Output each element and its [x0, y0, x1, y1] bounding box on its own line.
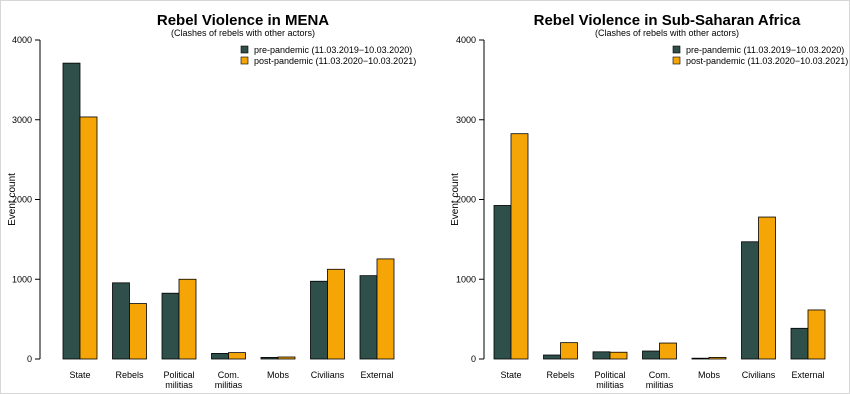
x-category-label: Rebels [546, 370, 575, 380]
y-tick-label: 3000 [456, 115, 476, 125]
x-category-label-line: militias [646, 380, 674, 390]
bar-pre-pandemic [592, 351, 611, 360]
chart-panel-2: Rebel Violence in Sub-Saharan Africa(Cla… [450, 12, 848, 390]
bar-post-pandemic [708, 357, 727, 360]
legend-swatch [672, 56, 681, 65]
x-category-label: State [500, 370, 521, 380]
bar-pre-pandemic [642, 350, 660, 360]
y-tick-label: 0 [471, 354, 476, 364]
x-category-label-line: Political [163, 370, 194, 380]
x-category-label: Political militias [594, 370, 625, 390]
bar-post-pandemic [79, 116, 98, 360]
bar-post-pandemic [376, 258, 395, 360]
y-axis-label: Event count [450, 173, 461, 226]
x-category-label-line: Civilians [742, 370, 776, 380]
bar-post-pandemic [178, 278, 197, 360]
y-axis-label: Event count [7, 173, 18, 226]
x-category-label-line: External [360, 370, 393, 380]
x-category-label: Civilians [311, 370, 345, 380]
bar-post-pandemic [327, 268, 345, 360]
x-category-label: State [69, 370, 90, 380]
x-category-label-line: Mobs [698, 370, 721, 380]
x-category-label: External [360, 370, 393, 380]
x-category-label: Com. militias [646, 370, 674, 390]
y-tick-label: 4000 [12, 35, 32, 45]
bar-post-pandemic [609, 351, 628, 360]
y-tick-label: 3000 [12, 115, 32, 125]
legend-swatch [240, 45, 249, 54]
bar-post-pandemic [758, 216, 776, 360]
x-category-label-line: State [69, 370, 90, 380]
legend-swatch [240, 56, 249, 65]
y-tick-label: 2000 [12, 195, 32, 205]
bar-post-pandemic [807, 309, 826, 360]
bar-post-pandemic [129, 303, 147, 360]
bar-pre-pandemic [691, 357, 710, 360]
bar-pre-pandemic [310, 280, 328, 360]
chart-panel-1: Rebel Violence in MENA(Clashes of rebels… [7, 12, 416, 390]
x-category-label-line: militias [596, 380, 624, 390]
bar-post-pandemic [659, 342, 677, 360]
legend-label: post-pandemic (11.03.2020−10.03.2021) [254, 56, 416, 66]
x-category-label-line: militias [215, 380, 243, 390]
bar-pre-pandemic [741, 241, 759, 360]
y-tick-label: 1000 [12, 274, 32, 284]
x-category-label-line: Civilians [311, 370, 345, 380]
legend-label: pre-pandemic (11.03.2019−10.03.2020) [254, 45, 412, 55]
x-category-label-line: Rebels [115, 370, 144, 380]
bar-pre-pandemic [62, 62, 81, 360]
x-category-label-line: External [791, 370, 824, 380]
x-category-label: Mobs [267, 370, 290, 380]
y-tick-label: 0 [27, 354, 32, 364]
chart-title: Rebel Violence in MENA [157, 12, 329, 29]
x-category-label: Mobs [698, 370, 721, 380]
x-category-label: Political militias [163, 370, 194, 390]
chart-subtitle: (Clashes of rebels with other actors) [171, 28, 315, 38]
x-category-label-line: Rebels [546, 370, 575, 380]
x-category-label-line: Com. [218, 370, 240, 380]
bar-pre-pandemic [161, 292, 180, 360]
x-category-label-line: Mobs [267, 370, 290, 380]
x-category-label: Com. militias [215, 370, 243, 390]
legend-label: post-pandemic (11.03.2020−10.03.2021) [686, 56, 848, 66]
x-category-label: External [791, 370, 824, 380]
bar-pre-pandemic [493, 205, 512, 360]
bar-post-pandemic [560, 342, 578, 360]
bar-pre-pandemic [790, 327, 809, 360]
y-tick-label: 1000 [456, 274, 476, 284]
x-category-label: Rebels [115, 370, 144, 380]
bar-post-pandemic [228, 352, 246, 360]
chart-title: Rebel Violence in Sub-Saharan Africa [534, 12, 801, 29]
bar-pre-pandemic [260, 357, 279, 360]
x-category-label-line: Political [594, 370, 625, 380]
legend-swatch [672, 45, 681, 54]
x-category-label-line: State [500, 370, 521, 380]
x-category-label: Civilians [742, 370, 776, 380]
bar-post-pandemic [510, 133, 529, 360]
chart-subtitle: (Clashes of rebels with other actors) [595, 28, 739, 38]
y-tick-label: 4000 [456, 35, 476, 45]
y-tick-label: 2000 [456, 195, 476, 205]
x-category-label-line: Com. [649, 370, 671, 380]
bar-pre-pandemic [211, 353, 229, 360]
x-category-label-line: militias [165, 380, 193, 390]
bar-pre-pandemic [359, 275, 378, 360]
legend-label: pre-pandemic (11.03.2019−10.03.2020) [686, 45, 844, 55]
bar-pre-pandemic [543, 354, 561, 360]
bar-post-pandemic [277, 356, 296, 360]
bar-pre-pandemic [112, 282, 130, 360]
